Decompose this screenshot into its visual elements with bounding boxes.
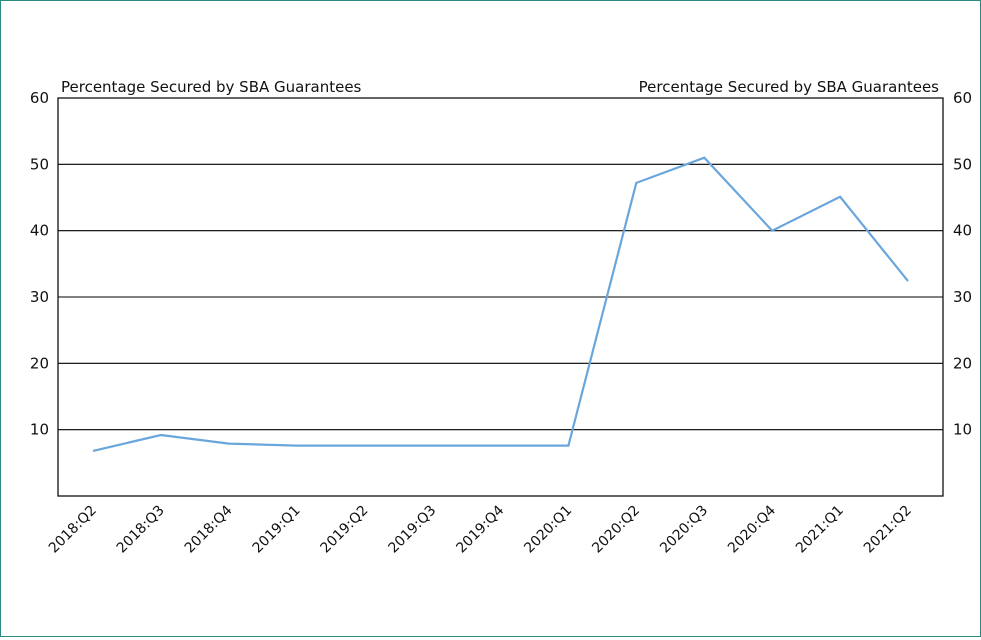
left-y-tick-label: 40 — [30, 222, 49, 240]
series-layer — [93, 158, 908, 451]
x-tick-label: 2020:Q4 — [725, 502, 779, 556]
x-tick-label: 2020:Q1 — [521, 503, 575, 557]
right-y-tick-label: 40 — [953, 222, 972, 240]
x-tick-label: 2018:Q3 — [114, 503, 168, 557]
x-tick-label: 2019:Q1 — [250, 503, 304, 557]
right-y-tick-label: 30 — [953, 288, 972, 306]
right-y-axis-ticks: 10 20 30 40 50 60 — [953, 89, 972, 439]
left-y-tick-label: 10 — [30, 421, 49, 439]
x-tick-label: 2019:Q2 — [318, 503, 372, 557]
left-axis-label: Percentage Secured by SBA Guarantees — [61, 78, 362, 96]
right-y-tick-label: 20 — [953, 354, 972, 372]
left-y-tick-label: 20 — [30, 354, 49, 372]
left-y-axis-ticks: 10 20 30 40 50 60 — [30, 89, 49, 439]
gridlines — [58, 164, 943, 429]
left-y-tick-label: 60 — [30, 89, 49, 107]
series-line — [93, 158, 908, 451]
x-tick-label: 2019:Q3 — [385, 503, 439, 557]
x-tick-label: 2020:Q2 — [589, 503, 643, 557]
x-tick-label: 2021:Q1 — [793, 503, 847, 557]
right-y-tick-label: 60 — [953, 89, 972, 107]
right-y-tick-label: 50 — [953, 155, 972, 173]
right-y-tick-label: 10 — [953, 421, 972, 439]
x-tick-label: 2019:Q4 — [453, 502, 507, 556]
x-tick-label: 2018:Q4 — [182, 502, 236, 556]
x-tick-label: 2018:Q2 — [46, 503, 100, 557]
x-tick-label: 2020:Q3 — [657, 503, 711, 557]
left-y-tick-label: 30 — [30, 288, 49, 306]
right-axis-label: Percentage Secured by SBA Guarantees — [639, 78, 940, 96]
x-tick-label: 2021:Q2 — [861, 503, 915, 557]
left-y-tick-label: 50 — [30, 155, 49, 173]
